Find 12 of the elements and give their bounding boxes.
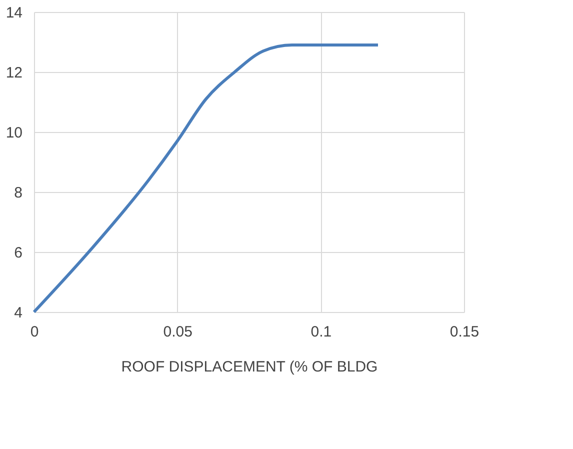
y-tick-label: 14 [6, 4, 22, 22]
y-tick-label: 8 [14, 184, 22, 202]
y-tick-label: 6 [14, 244, 22, 262]
y-tick-label: 4 [14, 304, 22, 322]
x-tick-label: 0.05 [163, 324, 192, 340]
x-axis-title: ROOF DISPLACEMENT (% OF BLDG [121, 358, 378, 376]
y-tick-label: 10 [6, 124, 22, 142]
x-tick-label: 0 [30, 324, 39, 340]
x-tick-label: 0.15 [450, 324, 480, 340]
line-series [32, 44, 380, 314]
y-tick-label: 12 [6, 64, 22, 82]
x-tick-label: 0.1 [310, 324, 332, 340]
